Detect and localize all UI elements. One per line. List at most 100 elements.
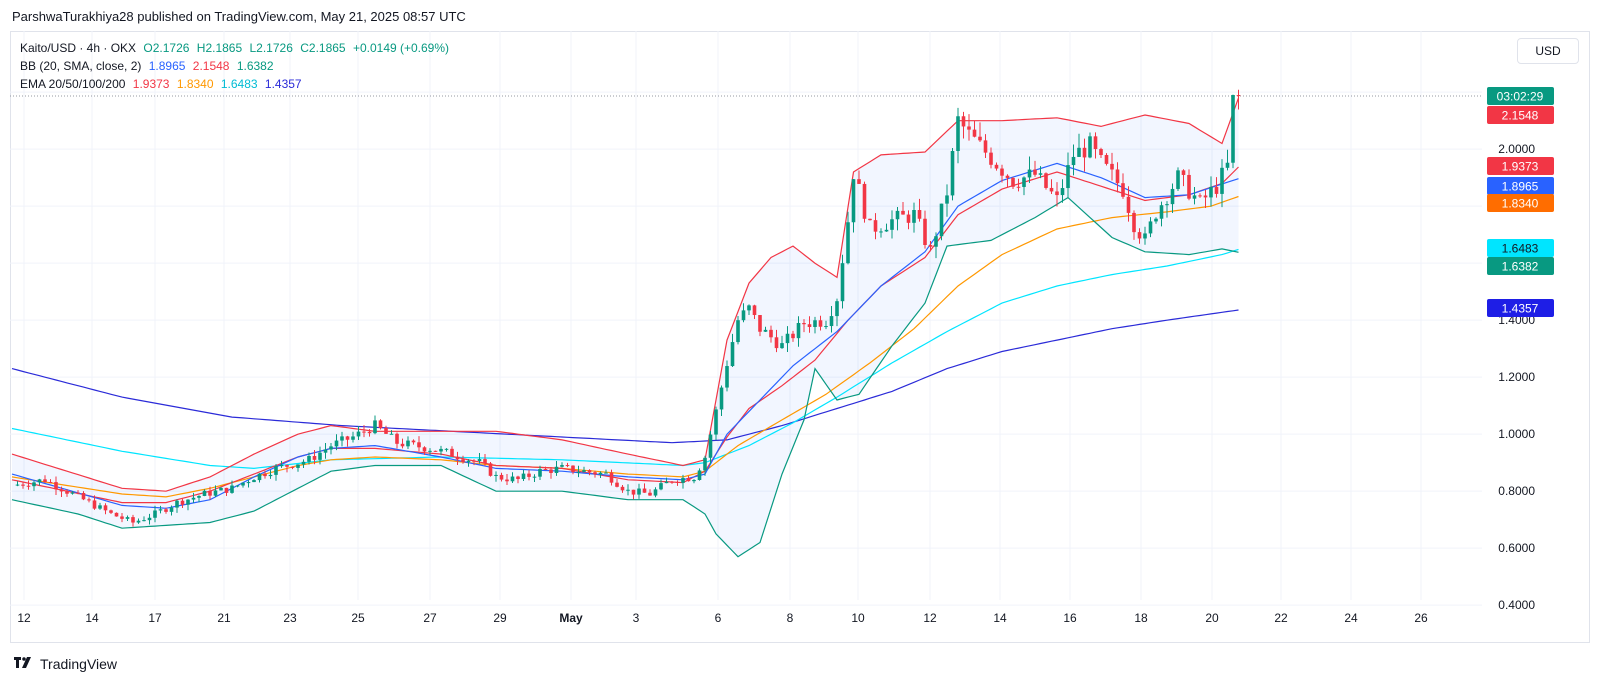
candle-body bbox=[439, 448, 443, 452]
price-label-bg bbox=[1487, 239, 1554, 257]
candle-body bbox=[125, 517, 130, 519]
candle-body bbox=[252, 480, 256, 483]
candle-body bbox=[32, 482, 36, 487]
candle-body bbox=[186, 499, 190, 505]
candle-body bbox=[21, 484, 25, 486]
x-tick-label: 12 bbox=[923, 611, 937, 625]
price-label-text: 2.1548 bbox=[1502, 109, 1539, 123]
candle-body bbox=[202, 490, 207, 496]
candle-body bbox=[1192, 195, 1197, 199]
candle-body bbox=[917, 210, 922, 219]
candle-body bbox=[708, 434, 713, 458]
bb-label[interactable]: BB (20, SMA, close, 2) bbox=[20, 59, 142, 73]
candle-body bbox=[989, 152, 993, 165]
candle-body bbox=[928, 245, 933, 247]
candles bbox=[15, 89, 1241, 527]
candle-body bbox=[818, 320, 823, 327]
candle-body bbox=[780, 343, 784, 349]
candle-body bbox=[725, 366, 729, 388]
price-label-tag: 1.6382 bbox=[1487, 257, 1554, 275]
candle-body bbox=[615, 482, 619, 487]
candle-body bbox=[1033, 169, 1037, 175]
ema20-line bbox=[11, 166, 1239, 504]
candle-body bbox=[1104, 155, 1109, 164]
candle-body bbox=[147, 517, 152, 521]
candle-body bbox=[703, 457, 707, 471]
candle-body bbox=[345, 436, 350, 440]
candle-body bbox=[180, 500, 185, 505]
candle-body bbox=[736, 320, 740, 343]
candle-body bbox=[1214, 186, 1219, 194]
candle-body bbox=[373, 420, 377, 434]
candle-body bbox=[1016, 186, 1021, 188]
candle-body bbox=[230, 485, 234, 493]
candle-body bbox=[884, 229, 889, 232]
candle-body bbox=[747, 305, 751, 311]
candle-body bbox=[824, 326, 828, 328]
candle-body bbox=[219, 487, 223, 491]
candle-body bbox=[1093, 136, 1098, 150]
ema200-value: 1.4357 bbox=[264, 77, 302, 91]
footer-brand[interactable]: TradingView bbox=[40, 656, 118, 672]
ema20-value: 1.9373 bbox=[132, 77, 170, 91]
candle-body bbox=[505, 479, 509, 482]
candle-body bbox=[593, 472, 597, 475]
candle-body bbox=[340, 436, 344, 441]
candle-body bbox=[1099, 149, 1103, 156]
candle-body bbox=[301, 461, 306, 465]
symbol-name[interactable]: Kaito/USD · 4h · OKX bbox=[20, 41, 137, 55]
candle-body bbox=[994, 164, 999, 169]
candle-body bbox=[450, 448, 454, 457]
candle-body bbox=[796, 322, 801, 339]
candle-body bbox=[351, 436, 355, 440]
candle-body bbox=[120, 516, 124, 519]
candle-body bbox=[670, 481, 674, 483]
candle-body bbox=[1148, 221, 1153, 234]
candle-body bbox=[516, 476, 520, 480]
ema100-line bbox=[11, 248, 1239, 470]
candle-body bbox=[587, 470, 592, 473]
bb-lower-value: 1.6382 bbox=[236, 59, 274, 73]
candle-body bbox=[175, 500, 179, 508]
open-value: O2.1726 bbox=[143, 41, 190, 55]
candle-body bbox=[510, 476, 515, 482]
ema50-line bbox=[11, 195, 1239, 498]
candle-body bbox=[422, 447, 427, 452]
y-tick-label: 0.4000 bbox=[1498, 598, 1535, 612]
bb-upper-value: 2.1548 bbox=[192, 59, 230, 73]
candle-body bbox=[406, 440, 410, 447]
candle-body bbox=[499, 474, 504, 480]
candle-body bbox=[142, 520, 146, 522]
candle-body bbox=[565, 465, 570, 467]
currency-button[interactable]: USD bbox=[1517, 38, 1579, 64]
price-label-text: 03:02:29 bbox=[1497, 90, 1544, 104]
candle-body bbox=[835, 301, 839, 317]
candle-body bbox=[356, 431, 361, 437]
x-tick-label: 22 bbox=[1274, 611, 1288, 625]
grid bbox=[10, 31, 1482, 606]
candle-body bbox=[98, 505, 102, 509]
candle-body bbox=[543, 469, 548, 471]
x-tick-label: 10 bbox=[851, 611, 865, 625]
candle-body bbox=[631, 489, 636, 495]
candle-body bbox=[653, 489, 658, 496]
candle-body bbox=[241, 482, 245, 486]
x-tick-label: 16 bbox=[1063, 611, 1077, 625]
x-tick-label: 23 bbox=[283, 611, 297, 625]
candle-body bbox=[1071, 156, 1076, 166]
candle-body bbox=[87, 499, 91, 501]
y-tick-label: 2.0000 bbox=[1498, 142, 1535, 156]
candle-body bbox=[840, 263, 845, 302]
candle-body bbox=[972, 129, 977, 137]
ema-label[interactable]: EMA 20/50/100/200 bbox=[20, 77, 126, 91]
candle-body bbox=[1044, 173, 1048, 188]
bb-lower-line bbox=[11, 196, 1239, 558]
candle-body bbox=[59, 489, 64, 492]
candle-body bbox=[719, 387, 724, 410]
candle-body bbox=[362, 431, 366, 433]
candle-body bbox=[1005, 175, 1010, 178]
candle-body bbox=[802, 322, 806, 325]
bb-row: BB (20, SMA, close, 2) 1.8965 2.1548 1.6… bbox=[20, 57, 453, 75]
candle-body bbox=[945, 195, 949, 204]
